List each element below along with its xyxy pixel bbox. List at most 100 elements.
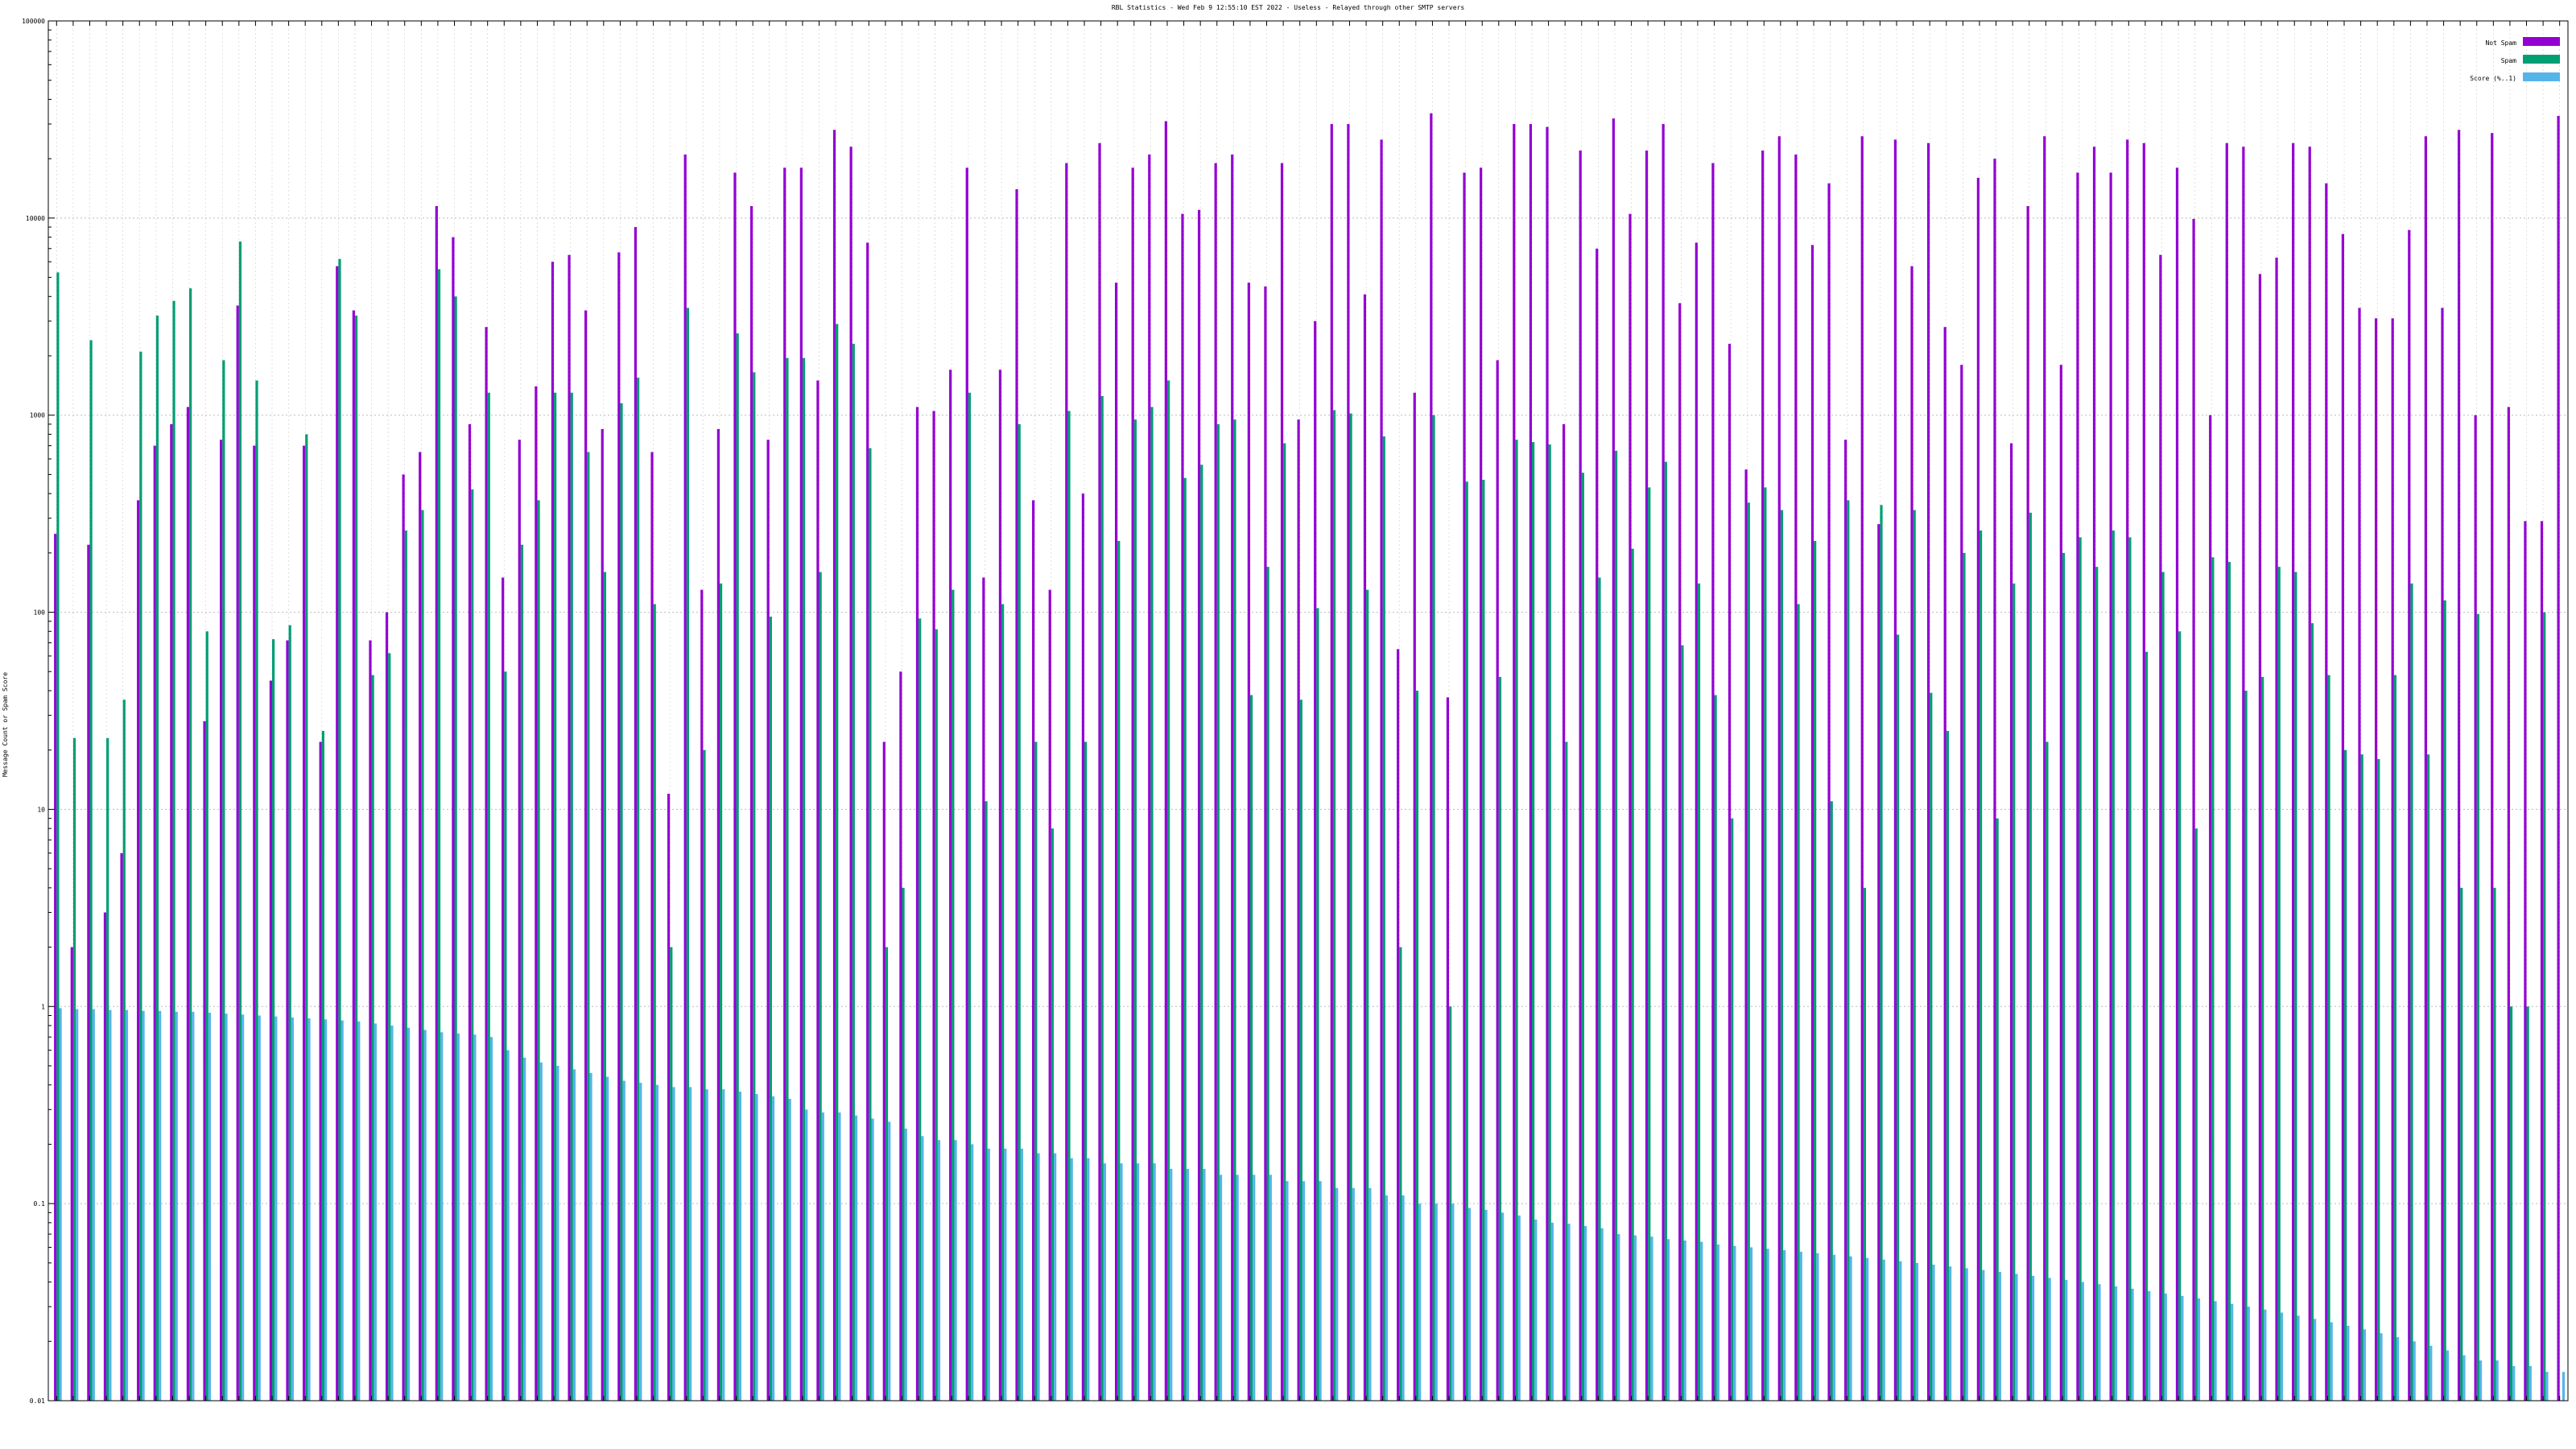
bar-spam — [1996, 818, 1999, 1401]
bar-score — [1087, 1158, 1090, 1401]
bar-spam — [1830, 801, 1833, 1401]
bar-spam — [1366, 589, 1369, 1401]
bar-score — [2131, 1288, 2134, 1401]
bar-spam — [56, 272, 60, 1402]
bar-not-spam — [269, 680, 272, 1401]
bar-score — [1435, 1203, 1438, 1401]
bar-not-spam — [435, 205, 438, 1401]
bar-spam — [819, 572, 822, 1401]
bar-score — [2065, 1279, 2068, 1401]
bar-score — [341, 1020, 344, 1401]
bar-not-spam — [1114, 283, 1118, 1401]
bar-spam — [637, 378, 640, 1401]
bar-spam — [2493, 887, 2496, 1401]
bar-score — [971, 1144, 974, 1401]
bar-score — [374, 1023, 377, 1401]
bar-not-spam — [1380, 139, 1383, 1401]
bar-score — [1418, 1203, 1422, 1401]
bar-score — [2512, 1365, 2516, 1401]
y-tick-label: 100 — [34, 609, 46, 617]
bar-not-spam — [766, 440, 770, 1402]
bar-score — [937, 1140, 941, 1401]
bar-score — [987, 1148, 990, 1401]
bar-spam — [1233, 419, 1236, 1401]
bar-score — [1550, 1222, 1554, 1401]
bar-spam — [736, 333, 739, 1401]
bar-score — [606, 1076, 609, 1401]
bar-not-spam — [502, 577, 505, 1401]
bar-not-spam — [1893, 139, 1897, 1401]
bar-score — [1816, 1253, 1819, 1401]
bar-spam — [106, 737, 109, 1401]
bar-score — [1253, 1174, 1256, 1401]
bar-not-spam — [2258, 274, 2262, 1401]
bar-spam — [1432, 415, 1435, 1401]
bar-score — [1832, 1254, 1836, 1401]
bar-not-spam — [2491, 133, 2494, 1402]
bar-score — [1783, 1250, 1786, 1401]
bar-not-spam — [882, 741, 886, 1401]
bar-score — [1866, 1257, 1869, 1401]
bar-not-spam — [2358, 308, 2361, 1401]
bar-not-spam — [2043, 136, 2046, 1402]
bar-spam — [2310, 623, 2314, 1401]
bar-score — [92, 1009, 95, 1401]
bar-score — [655, 1084, 659, 1401]
bar-spam — [205, 631, 208, 1401]
bar-not-spam — [1231, 154, 1234, 1401]
bar-score — [2413, 1341, 2416, 1401]
bar-not-spam — [1197, 209, 1201, 1401]
bar-score — [2396, 1337, 2400, 1401]
bar-not-spam — [220, 440, 223, 1402]
bar-not-spam — [2092, 147, 2096, 1401]
bar-not-spam — [1314, 320, 1317, 1402]
bar-not-spam — [932, 411, 935, 1402]
bar-score — [1650, 1236, 1653, 1401]
bar-spam — [388, 653, 391, 1401]
bar-spam — [271, 639, 275, 1401]
y-tick-label: 10000 — [26, 215, 45, 222]
bar-not-spam — [2457, 130, 2461, 1401]
bar-spam — [1548, 444, 1551, 1401]
bar-spam — [2079, 537, 2082, 1401]
bar-score — [788, 1099, 791, 1401]
bar-spam — [222, 360, 225, 1401]
bar-not-spam — [601, 428, 604, 1401]
bar-spam — [1498, 676, 1502, 1401]
bar-spam — [1001, 604, 1005, 1401]
bar-score — [755, 1093, 758, 1401]
bar-score — [954, 1140, 957, 1401]
bar-not-spam — [402, 474, 405, 1402]
bar-spam — [2261, 676, 2264, 1401]
bar-score — [1468, 1208, 1472, 1401]
bar-score — [1998, 1272, 2001, 1401]
bar-not-spam — [2557, 115, 2560, 1402]
legend-swatch — [2523, 72, 2560, 81]
bar-score — [1451, 1203, 1455, 1401]
bar-score — [2264, 1309, 2267, 1401]
bar-score — [688, 1087, 692, 1401]
bar-not-spam — [683, 154, 687, 1401]
bar-score — [1666, 1239, 1670, 1401]
bar-score — [556, 1065, 559, 1401]
bar-not-spam — [2009, 443, 2013, 1401]
bar-spam — [2377, 758, 2380, 1401]
bar-spam — [305, 434, 308, 1402]
y-tick-label: 100000 — [22, 18, 45, 25]
bar-not-spam — [2424, 136, 2427, 1402]
bar-score — [1335, 1187, 1339, 1401]
bar-not-spam — [1777, 136, 1781, 1402]
bar-not-spam — [1761, 151, 1765, 1402]
bar-score — [738, 1092, 741, 1401]
bar-score — [2247, 1307, 2250, 1401]
bar-spam — [404, 530, 407, 1402]
bar-score — [1236, 1174, 1239, 1401]
bar-spam — [1449, 1006, 1452, 1401]
bar-spam — [1913, 510, 1916, 1401]
bar-not-spam — [2076, 172, 2079, 1402]
bar-not-spam — [203, 720, 206, 1401]
bar-spam — [2443, 600, 2446, 1401]
bar-score — [258, 1015, 261, 1401]
bar-spam — [1166, 380, 1170, 1402]
bar-not-spam — [2341, 233, 2345, 1402]
